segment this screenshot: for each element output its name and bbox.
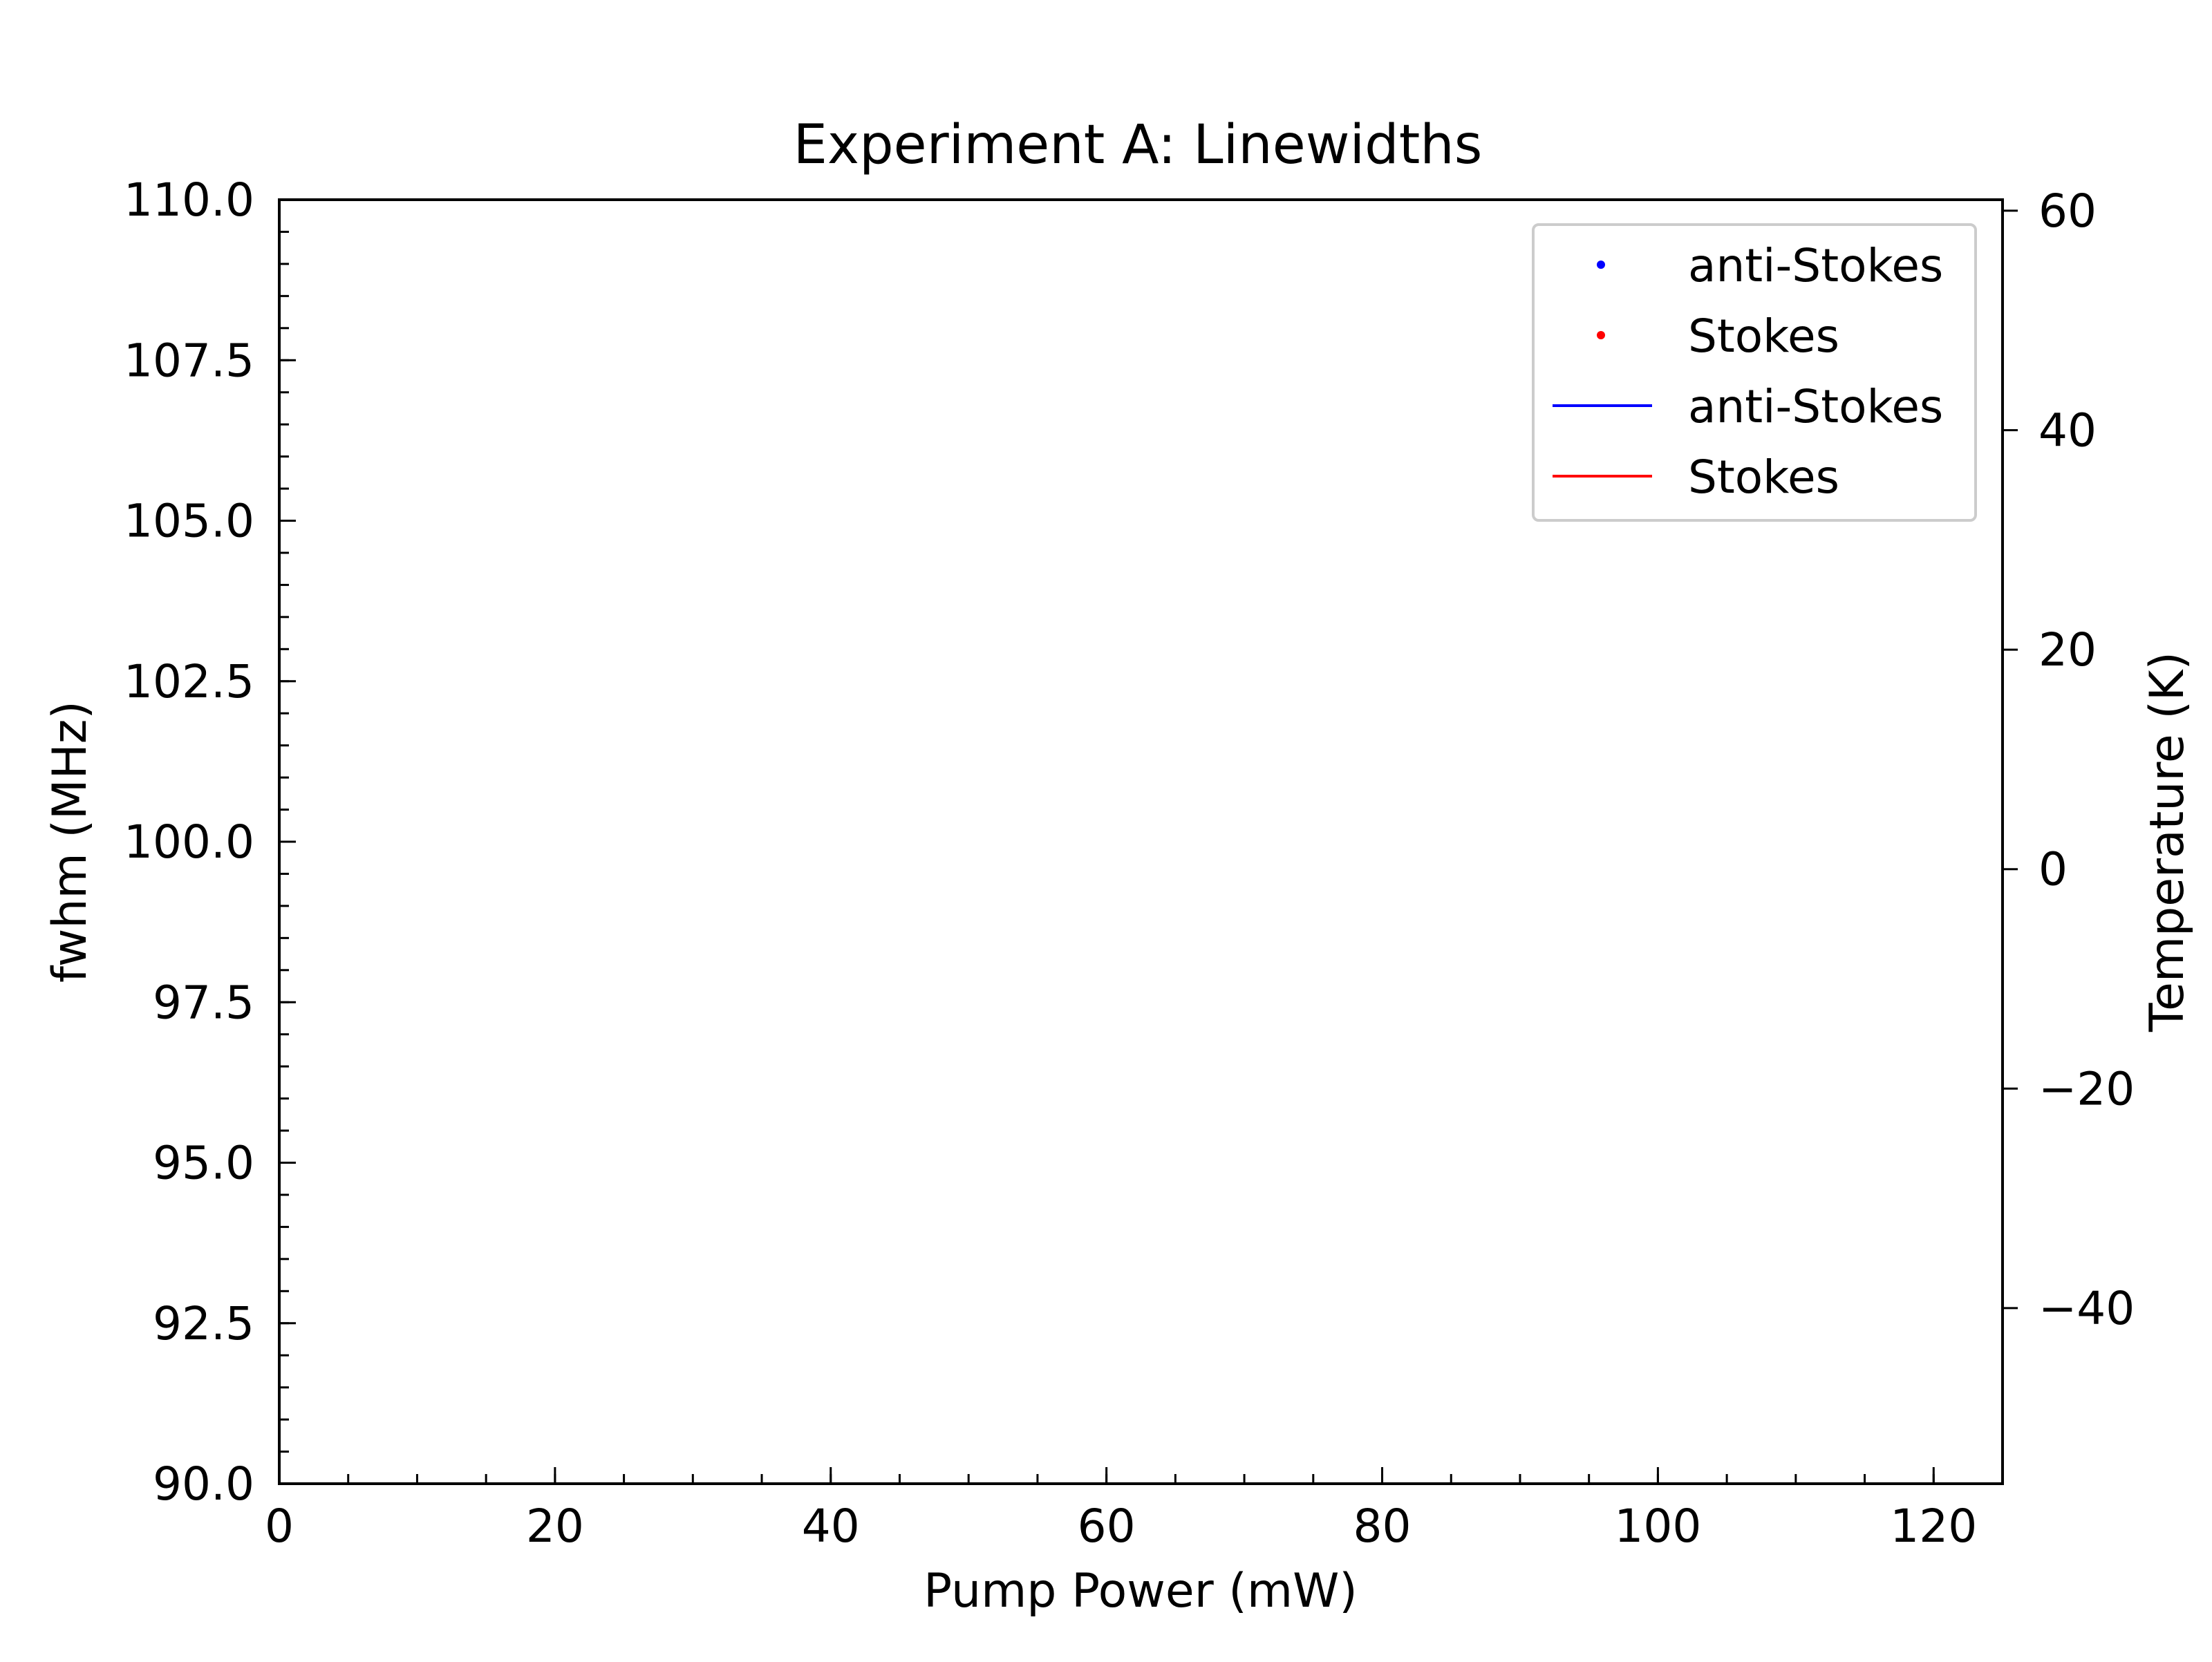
legend-frame bbox=[1532, 223, 1977, 522]
x-axis-ticks: 0 20 40 60 80 100 120 bbox=[265, 1467, 2004, 1553]
y2-axis-ticks: −40 −20 0 20 40 60 bbox=[2003, 185, 2135, 1335]
y2-tick-label: −20 bbox=[2038, 1062, 2135, 1115]
y-tick-label: 100.0 bbox=[124, 815, 254, 869]
legend-marker-dot bbox=[1597, 331, 1605, 339]
y-tick-label: 110.0 bbox=[124, 173, 254, 227]
y-axis-ticks: 90.0 92.5 95.0 97.5 100.0 102.5 105.0 107.5 110.… bbox=[124, 173, 296, 1511]
legend-marker-dot bbox=[1597, 261, 1605, 269]
y2-tick-label: 60 bbox=[2038, 185, 2097, 238]
y-tick-label: 92.5 bbox=[153, 1297, 254, 1350]
y2-tick-label: 20 bbox=[2038, 623, 2097, 677]
legend: anti-Stokes Stokes anti-Stokes Stokes bbox=[1532, 223, 1977, 522]
x-tick-label: 100 bbox=[1614, 1500, 1701, 1553]
y-axis-label: fwhm (MHz) bbox=[43, 701, 97, 983]
x-tick-label: 80 bbox=[1353, 1500, 1412, 1553]
y2-axis-label: Temperature (K) bbox=[2140, 652, 2195, 1032]
y-tick-label: 102.5 bbox=[124, 655, 254, 708]
y2-tick-label: 0 bbox=[2038, 843, 2068, 896]
y-tick-label: 105.0 bbox=[124, 495, 254, 548]
legend-label: anti-Stokes bbox=[1688, 239, 1943, 292]
legend-label: anti-Stokes bbox=[1688, 380, 1943, 433]
x-tick-label: 40 bbox=[802, 1500, 860, 1553]
x-axis-label: Pump Power (mW) bbox=[924, 1564, 1358, 1618]
chart-title: Experiment A: Linewidths bbox=[794, 114, 1483, 176]
plot-frame bbox=[278, 198, 2004, 1485]
y-tick-label: 95.0 bbox=[153, 1137, 254, 1190]
x-tick-label: 120 bbox=[1890, 1500, 1977, 1553]
y-tick-label: 107.5 bbox=[124, 334, 254, 387]
legend-label: Stokes bbox=[1688, 451, 1839, 504]
y2-tick-label: −40 bbox=[2038, 1282, 2135, 1335]
y2-tick-label: 40 bbox=[2038, 404, 2097, 457]
x-tick-label: 0 bbox=[265, 1500, 294, 1553]
y-tick-label: 97.5 bbox=[153, 976, 254, 1029]
x-tick-label: 20 bbox=[526, 1500, 584, 1553]
legend-label: Stokes bbox=[1688, 310, 1839, 363]
x-tick-label: 60 bbox=[1078, 1500, 1136, 1553]
y-tick-label: 90.0 bbox=[153, 1457, 254, 1511]
